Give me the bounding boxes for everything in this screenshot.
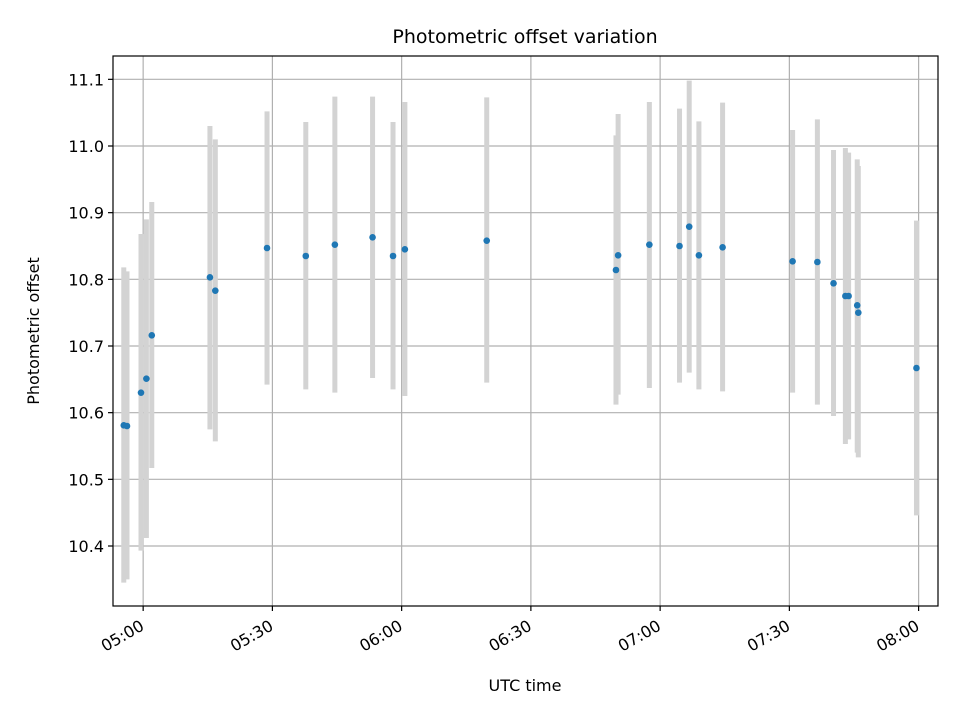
data-point [789,258,796,265]
y-tick-label: 11.1 [68,70,104,89]
y-axis-label: Photometric offset [24,257,43,405]
x-tick-label: 05:30 [227,616,276,656]
data-point [719,244,726,251]
x-axis-label: UTC time [489,676,562,695]
data-point [148,332,156,339]
data-point [123,422,131,430]
x-tick-label: 05:00 [98,616,147,656]
errorbar-layer [121,80,919,583]
x-axis-ticks: 05:00 05:30 06:00 06:30 07:00 07:30 08:00 [98,606,923,656]
y-tick-label: 10.7 [68,337,104,356]
y-tick-label: 10.8 [68,270,104,289]
chart-title: Photometric offset variation [392,26,657,48]
y-tick-label: 10.5 [68,470,104,489]
data-point [814,258,821,266]
y-tick-label: 10.9 [68,204,104,223]
y-tick-label: 10.4 [68,537,104,556]
data-point [137,389,145,396]
point-layer [120,223,920,430]
x-tick-label: 08:00 [873,616,922,656]
y-tick-label: 10.6 [68,404,104,423]
data-point [369,234,376,241]
y-axis-ticks: 10.4 10.5 10.6 10.7 10.8 10.9 11.0 11.1 [68,70,113,556]
data-point [263,244,271,252]
x-tick-label: 06:30 [485,616,534,656]
x-tick-label: 07:30 [744,616,793,656]
x-tick-label: 06:00 [356,616,405,656]
data-point [143,375,150,382]
data-point [913,364,920,372]
plot-frame [112,55,939,607]
grid-layer [113,56,938,606]
data-point [855,309,862,316]
data-point [302,252,310,260]
data-point [212,287,219,294]
data-point [676,242,683,250]
data-point [389,252,397,260]
data-point [853,302,861,309]
data-point [695,252,703,259]
data-point [685,223,693,230]
data-point [483,237,491,244]
data-point [401,246,409,253]
data-point [612,266,620,274]
data-point [830,280,837,287]
data-point [331,241,339,248]
y-tick-label: 11.0 [68,137,104,156]
data-point [845,292,852,300]
x-tick-label: 07:00 [615,616,664,656]
data-point [614,252,622,259]
data-point [206,274,214,281]
data-point [646,241,653,248]
